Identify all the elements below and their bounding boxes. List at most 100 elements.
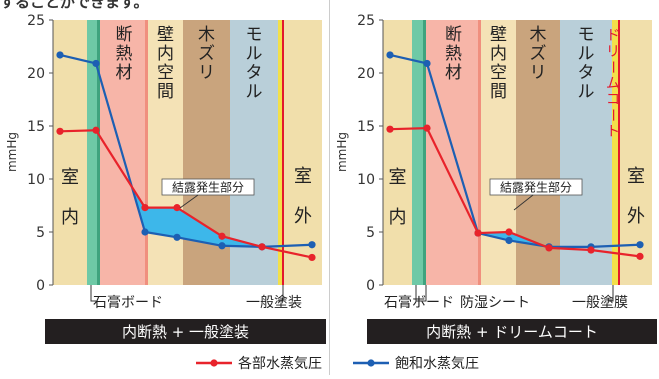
data-point-saturated (173, 233, 181, 241)
data-point-partial (92, 126, 100, 134)
data-point-saturated (636, 241, 644, 249)
legend: 各部水蒸気圧 飽和水蒸気圧 (0, 351, 659, 375)
gypsum-edge (423, 20, 426, 285)
data-point-partial (386, 125, 394, 133)
layer-band-room (383, 20, 412, 285)
data-point-saturated (218, 242, 226, 250)
bracket-line (278, 285, 284, 302)
layer-label-room: 室 (389, 167, 407, 188)
annotation-leader (179, 194, 199, 209)
title-banner (367, 319, 657, 344)
layer-label-wall_cavity: 空 (490, 63, 507, 83)
layer-label-wood_lath: 木 (198, 25, 215, 45)
layer-band-room (284, 20, 322, 285)
data-point-partial (308, 253, 316, 262)
layer-label-wall_cavity: 壁 (490, 25, 507, 45)
layer-label-room: 室 (61, 167, 79, 188)
y-axis-label: mmHg (5, 132, 19, 172)
data-point-partial (636, 252, 644, 260)
data-point-saturated (505, 236, 513, 245)
y-tick-label: 10 (27, 172, 45, 188)
data-point-partial (173, 204, 181, 212)
layer-label-mortar: モ (578, 25, 595, 45)
data-point-saturated (308, 241, 316, 249)
layer-label-room: 室 (294, 166, 312, 187)
layer-label-insulation: 材 (116, 63, 133, 83)
annotation-box (161, 178, 255, 196)
layer-label-mortar: ル (578, 82, 595, 102)
layer-label-wood_lath: リ (198, 63, 215, 83)
data-point-partial (141, 204, 149, 212)
coat-edge (282, 20, 284, 285)
layer-label-room: 外 (294, 206, 312, 227)
legend-label: 飽和水蒸気圧 (395, 355, 479, 372)
chart-left-svg: 室内断熱材壁内空間木ズリモルタル室外0510152025mmHg結露発生部分石膏… (5, 13, 326, 344)
layer-label-wall_cavity: 空 (157, 63, 174, 83)
chart-panel-right: 室内断熱材壁内空間木ズリモルタルドリームコート室外 0 5 10 15 20 25 mmHg 結… (330, 0, 659, 375)
layer-label-coat: ー (604, 60, 620, 74)
gypsum-edge (97, 20, 100, 285)
data-point-partial (258, 243, 266, 251)
legend-svg: 各部水蒸気圧 飽和水蒸気圧 (196, 355, 479, 372)
data-point-partial (474, 229, 482, 237)
data-point-saturated (141, 228, 149, 236)
y-tick-label: 10 (357, 172, 375, 188)
bracket-line (608, 285, 614, 302)
bottom-label: 石膏ボード (384, 294, 454, 311)
layer-label-room: 内 (389, 207, 407, 228)
layer-label-wood_lath: ズ (198, 44, 215, 64)
y-tick-label: 20 (27, 66, 45, 82)
bottom-label: 石膏ボード (93, 294, 163, 311)
layer-label-mortar: ル (246, 44, 263, 64)
y-tick-label: 0 (36, 278, 45, 294)
layer-label-wood_lath: ズ (530, 44, 547, 64)
layer-label-mortar: ル (246, 82, 263, 102)
layer-label-insulation: 断 (445, 25, 462, 45)
chart-title: 内断熱 + 一般塗装 (122, 323, 249, 341)
layer-label-coat: コ (606, 92, 620, 108)
data-point-saturated (56, 51, 64, 59)
bottom-label: 一般塗膜 (572, 294, 628, 311)
layer-label-insulation: 材 (445, 63, 462, 83)
data-point-saturated (92, 59, 100, 68)
layer-band-gypsum (412, 20, 426, 285)
bottom-label: 一般塗装 (246, 294, 302, 311)
annotation-label: 結露発生部分 (172, 180, 244, 195)
y-tick-label: 20 (357, 66, 375, 82)
layer-label-mortar: モ (246, 25, 263, 45)
layer-label-wall_cavity: 内 (490, 44, 507, 64)
layer-label-coat: ー (604, 108, 620, 122)
chart-title: 内断熱 + ドリームコート (426, 323, 598, 341)
layer-label-coat: ト (606, 124, 620, 140)
layer-band-gypsum (87, 20, 100, 285)
layer-label-insulation: 熱 (116, 44, 133, 64)
data-point-partial (218, 232, 226, 240)
y-tick-label: 5 (366, 225, 375, 241)
layer-label-coat: ム (606, 76, 620, 92)
layer-label-insulation: 断 (116, 25, 133, 45)
layer-label-room: 室 (627, 166, 645, 187)
insulation-edge (478, 20, 481, 285)
layer-band-room (620, 20, 652, 285)
top-caption: することができます。 (0, 0, 149, 11)
annotation-leader (513, 194, 534, 211)
coat-edge (618, 20, 620, 285)
layer-label-room: 内 (61, 207, 79, 228)
y-tick-label: 5 (36, 225, 45, 241)
layer-label-coat: リ (606, 44, 620, 60)
annotation-label: 結露発生部分 (500, 180, 572, 195)
layer-band-coat (612, 20, 620, 285)
chart-panel-left: 室内断熱材壁内空間木ズリモルタル室外 0 5 10 15 20 25 mmHg 結露発生部分 石膏… (0, 0, 329, 375)
insulation-edge (145, 20, 148, 285)
data-point-partial (587, 246, 595, 254)
layer-band-mortar (560, 20, 612, 285)
legend-marker (210, 359, 218, 367)
layer-label-insulation: 熱 (445, 44, 462, 64)
bracket-line (90, 285, 96, 302)
layer-label-mortar: ル (578, 44, 595, 64)
data-point-partial (56, 127, 64, 135)
data-point-saturated (423, 59, 431, 68)
y-tick-label: 25 (357, 13, 375, 29)
legend-marker (367, 359, 375, 367)
layer-label-room: 外 (627, 206, 645, 227)
